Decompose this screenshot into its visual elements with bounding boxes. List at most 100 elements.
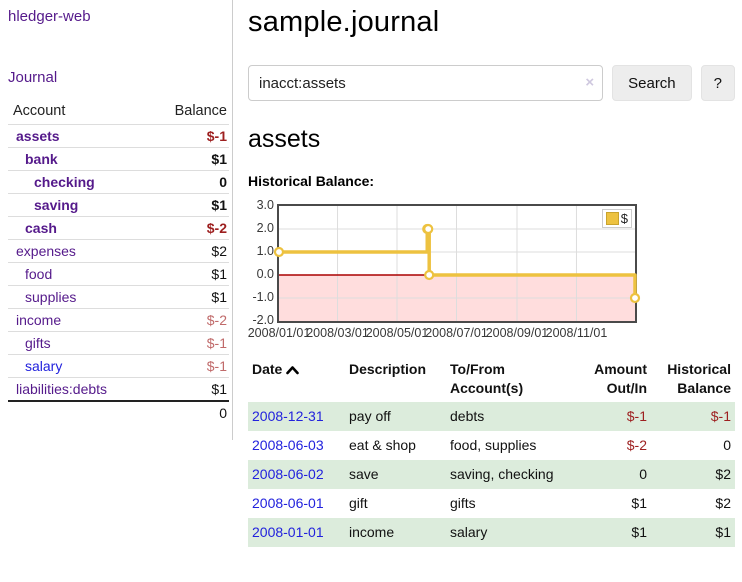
register-col-accounts: To/From Account(s)	[450, 361, 524, 396]
app-brand-link[interactable]: hledger-web	[8, 8, 91, 25]
account-row: expenses $2	[8, 239, 229, 263]
balance-chart: $ 3.0 2.0 1.0 0.0 -1.0 -2.0 2008/01/01 2008/03/…	[248, 197, 735, 342]
account-row: cash $-2	[8, 216, 229, 240]
transaction-balance: 0	[723, 437, 731, 453]
transaction-description: pay off	[349, 408, 391, 424]
account-row: liabilities:debts $1	[8, 377, 229, 401]
transaction-accounts: saving, checking	[450, 466, 554, 482]
y-axis-tick-label: 3.0	[256, 198, 274, 212]
transaction-description: gift	[349, 495, 368, 511]
data-point-marker[interactable]	[273, 246, 285, 258]
transaction-balance: $2	[715, 495, 731, 511]
x-axis-tick-label: 2008/09/01	[485, 326, 549, 340]
account-heading: assets	[248, 125, 321, 153]
account-balance: $1	[147, 377, 229, 401]
x-axis-tick-label: 2008/01/01	[247, 326, 311, 340]
account-link[interactable]: liabilities:debts	[16, 381, 108, 397]
transaction-description: income	[349, 524, 395, 540]
account-link[interactable]: gifts	[25, 335, 51, 351]
transaction-row: 2008-01-01 income salary $1 $1	[248, 518, 735, 547]
main-content: sample.journal × Search ? assets Histori…	[248, 0, 735, 547]
transaction-accounts: salary	[450, 524, 488, 540]
transaction-date-cell: 2008-06-01	[248, 489, 345, 518]
transaction-description: eat & shop	[349, 437, 416, 453]
x-axis-tick-label: 2008/11/01	[545, 326, 608, 340]
transaction-row: 2008-12-31 pay off debts $-1 $-1	[248, 402, 735, 431]
account-balance: $1	[147, 193, 229, 217]
transaction-date-link[interactable]: 2008-06-02	[252, 466, 324, 482]
accounts-col-account: Account	[13, 103, 66, 119]
transaction-row: 2008-06-02 save saving, checking 0 $2	[248, 460, 735, 489]
transaction-date-link[interactable]: 2008-01-01	[252, 524, 324, 540]
y-axis-tick-label: -1.0	[252, 290, 274, 304]
account-row: income $-2	[8, 308, 229, 332]
account-link[interactable]: salary	[25, 358, 63, 374]
transaction-date-cell: 2008-06-03	[248, 431, 345, 460]
account-balance: $-1	[147, 331, 229, 355]
account-balance: $1	[147, 285, 229, 309]
chart-plot-area[interactable]: $	[273, 204, 641, 323]
register-col-description: Description	[349, 361, 427, 377]
sidebar: hledger-web Journal Account Balance asse…	[0, 0, 233, 440]
account-balance: $-1	[147, 124, 229, 148]
account-link[interactable]: checking	[34, 174, 95, 190]
page-title: sample.journal	[248, 6, 440, 38]
data-point-marker[interactable]	[629, 292, 641, 304]
x-axis-tick-label: 2008/03/01	[306, 326, 369, 340]
account-row: saving $1	[8, 193, 229, 217]
chart-title: Historical Balance:	[248, 173, 375, 189]
y-axis-tick-label: 0.0	[256, 267, 274, 281]
account-link[interactable]: expenses	[16, 243, 76, 259]
transaction-date-link[interactable]: 2008-06-03	[252, 437, 324, 453]
y-axis-tick-label: 1.0	[256, 244, 274, 258]
search-form: × Search ?	[248, 65, 735, 101]
transaction-row: 2008-06-01 gift gifts $1 $2	[248, 489, 735, 518]
accounts-total-value: 0	[147, 400, 229, 424]
account-link[interactable]: assets	[16, 128, 60, 144]
transaction-amount: $-1	[626, 408, 647, 424]
account-balance: $-2	[147, 308, 229, 332]
transaction-date-link[interactable]: 2008-06-01	[252, 495, 324, 511]
sort-ascending-icon	[286, 361, 300, 380]
search-box: ×	[248, 65, 604, 101]
transaction-amount: $-2	[626, 437, 647, 453]
account-row: food $1	[8, 262, 229, 286]
transaction-balance: $-1	[710, 408, 731, 424]
y-axis-tick-label: 2.0	[256, 221, 274, 235]
transaction-accounts: debts	[450, 408, 485, 424]
data-point-marker[interactable]	[424, 269, 435, 281]
transaction-date-cell: 2008-06-02	[248, 460, 345, 489]
chart-series	[273, 206, 641, 321]
account-balance: $-1	[147, 354, 229, 378]
x-axis-tick-label: 2008/07/01	[425, 326, 488, 340]
transaction-amount: $1	[631, 524, 647, 540]
register-col-balance: Historical Balance	[667, 361, 731, 396]
legend-swatch-icon	[605, 212, 619, 225]
clear-search-icon[interactable]: ×	[585, 74, 595, 91]
account-link[interactable]: income	[16, 312, 62, 328]
legend-label: $	[620, 211, 628, 226]
search-button[interactable]: Search	[612, 65, 692, 101]
account-balance: $-2	[147, 216, 229, 240]
transaction-date-link[interactable]: 2008-12-31	[252, 408, 324, 424]
register-col-date[interactable]: Date	[248, 356, 345, 402]
accounts-col-balance: Balance	[174, 103, 227, 119]
search-input[interactable]	[248, 65, 604, 101]
transaction-date-cell: 2008-12-31	[248, 402, 345, 431]
account-link[interactable]: bank	[25, 151, 58, 167]
transaction-date-cell: 2008-01-01	[248, 518, 345, 547]
data-point-marker[interactable]	[423, 223, 434, 235]
account-row: assets $-1	[8, 124, 229, 148]
account-link[interactable]: supplies	[25, 289, 77, 305]
account-link[interactable]: saving	[34, 197, 79, 213]
account-balance: 0	[147, 170, 229, 194]
account-row: checking 0	[8, 170, 229, 194]
help-button[interactable]: ?	[700, 65, 735, 101]
x-axis-tick-label: 2008/05/01	[365, 326, 429, 340]
sidebar-item-journal[interactable]: Journal	[8, 69, 58, 86]
account-link[interactable]: food	[25, 266, 53, 282]
account-row: salary $-1	[8, 354, 229, 378]
chart-legend: $	[601, 209, 632, 228]
account-link[interactable]: cash	[25, 220, 57, 236]
transaction-balance: $1	[715, 524, 731, 540]
